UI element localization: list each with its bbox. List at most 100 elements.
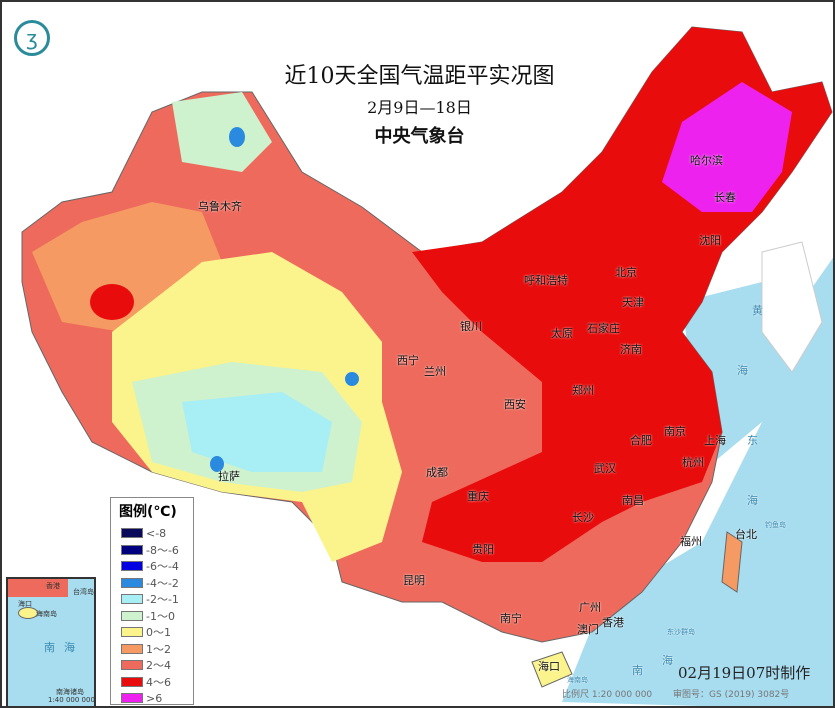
- city-label: 天津: [622, 296, 644, 309]
- city-label: 重庆: [467, 490, 489, 503]
- date-range: 2月9日—18日: [367, 98, 472, 117]
- city-label: 哈尔滨: [690, 154, 723, 167]
- legend-swatch: [121, 627, 143, 638]
- city-label: 石家庄: [587, 322, 620, 335]
- legend-label: 2～4: [146, 659, 171, 673]
- legend-swatch: [121, 594, 143, 605]
- inset-label: 海口: [18, 600, 32, 608]
- sea-label: 海: [747, 494, 758, 507]
- city-label: 南昌: [622, 494, 644, 507]
- sea-label: 海: [737, 364, 748, 377]
- legend-item: -1～0: [121, 608, 193, 625]
- inset-label: 香港: [46, 582, 60, 590]
- city-label: 台北: [735, 528, 757, 541]
- city-label: 呼和浩特: [524, 274, 568, 287]
- legend-item: 0～1: [121, 624, 193, 641]
- region-gt6: [662, 82, 792, 212]
- legend-label: >6: [146, 691, 163, 705]
- city-label: 福州: [680, 535, 702, 548]
- region-north-xj: [172, 92, 272, 172]
- city-label: 广州: [579, 601, 601, 614]
- city-label: 西宁: [397, 354, 419, 367]
- sea-label: 东沙群岛: [667, 628, 695, 636]
- city-label: 上海: [704, 434, 726, 447]
- sea-label: 南: [632, 664, 643, 677]
- legend-label: -8～-6: [146, 543, 179, 557]
- city-label: 合肥: [630, 434, 652, 447]
- legend-swatch: [121, 528, 143, 539]
- issuer: 中央气象台: [374, 126, 465, 147]
- inset-scale: 1:40 000 000: [48, 696, 95, 704]
- city-label: 拉萨: [218, 470, 240, 483]
- map-title: 近10天全国气温距平实况图: [284, 64, 555, 89]
- legend-item: 4～6: [121, 674, 193, 691]
- city-label: 太原: [551, 327, 573, 340]
- scale-text: 比例尺 1:20 000 000: [562, 690, 653, 700]
- legend-item: >6: [121, 690, 193, 706]
- sea-label: 黄: [752, 304, 763, 317]
- legend-label: 0～1: [146, 626, 171, 640]
- city-label: 海口: [538, 660, 560, 673]
- city-label: 贵阳: [472, 543, 494, 556]
- city-label: 沈阳: [699, 234, 721, 247]
- legend-label: 4～6: [146, 675, 171, 689]
- city-label: 香港: [602, 616, 624, 629]
- legend-label: -1～0: [146, 609, 175, 623]
- legend-swatch: [121, 561, 143, 572]
- taiwan: [721, 531, 743, 593]
- legend-title: 图例(℃): [119, 504, 177, 520]
- inset-label: 海: [64, 641, 75, 654]
- legend-swatch: [121, 544, 143, 555]
- city-label: 南宁: [500, 612, 522, 625]
- city-label: 南京: [664, 425, 686, 438]
- legend-item: -2～-1: [121, 591, 193, 608]
- korea: [761, 241, 823, 373]
- city-label: 乌鲁木齐: [198, 200, 242, 213]
- city-label: 成都: [426, 466, 448, 479]
- legend-label: -2～-1: [146, 593, 179, 607]
- region-neg2-neg1: [182, 392, 332, 472]
- city-label: 杭州: [682, 456, 704, 469]
- legend-label: <-8: [146, 526, 167, 540]
- legend-item: 1～2: [121, 641, 193, 658]
- legend-swatch: [121, 610, 143, 621]
- inset-label: 海南岛: [36, 610, 57, 618]
- legend-swatch: [121, 643, 143, 654]
- legend-swatch: [121, 577, 143, 588]
- legend: 图例(℃) <-8 -8～-6 -6～-4 -4～-2 -2～-1 -1～0 0～1 1～2 2…: [110, 497, 194, 705]
- legend-swatch: [121, 676, 143, 687]
- city-label: 长沙: [572, 511, 594, 524]
- legend-label: -6～-4: [146, 560, 179, 574]
- city-label: 澳门: [577, 623, 599, 636]
- sea-label: 东: [747, 434, 758, 447]
- legend-swatch: [121, 693, 143, 704]
- south-china-sea-inset: 香港 台湾岛 海口 海南岛 南 海 南海诸岛 1:40 000 000: [6, 577, 96, 706]
- legend-item: -8～-6: [121, 542, 193, 559]
- legend-item: -4～-2: [121, 575, 193, 592]
- sea-label: 钓鱼岛: [765, 521, 786, 529]
- cma-logo: ʒ: [14, 20, 50, 56]
- sea-label: 海: [662, 654, 673, 667]
- city-label: 西安: [504, 398, 526, 411]
- production-time: 02月19日07时制作: [678, 664, 811, 682]
- legend-label: -4～-2: [146, 576, 179, 590]
- legend-swatch: [121, 660, 143, 671]
- city-label: 济南: [620, 343, 642, 356]
- city-label: 郑州: [572, 384, 594, 397]
- legend-item: -6～-4: [121, 558, 193, 575]
- city-label: 兰州: [424, 365, 446, 378]
- inset-label: 南: [44, 641, 55, 654]
- sea-label: 海南岛: [567, 676, 588, 684]
- legend-item: <-8: [121, 525, 193, 542]
- city-label: 昆明: [403, 574, 425, 587]
- city-label: 银川: [460, 320, 482, 333]
- city-label: 长春: [714, 191, 736, 204]
- inset-label: 台湾岛: [73, 588, 94, 596]
- city-label: 北京: [615, 266, 637, 279]
- legend-item: 2～4: [121, 657, 193, 674]
- legend-label: 1～2: [146, 642, 171, 656]
- inset-label: 南海诸岛: [56, 688, 84, 696]
- map-number: 审图号：GS (2019) 3082号: [673, 690, 790, 700]
